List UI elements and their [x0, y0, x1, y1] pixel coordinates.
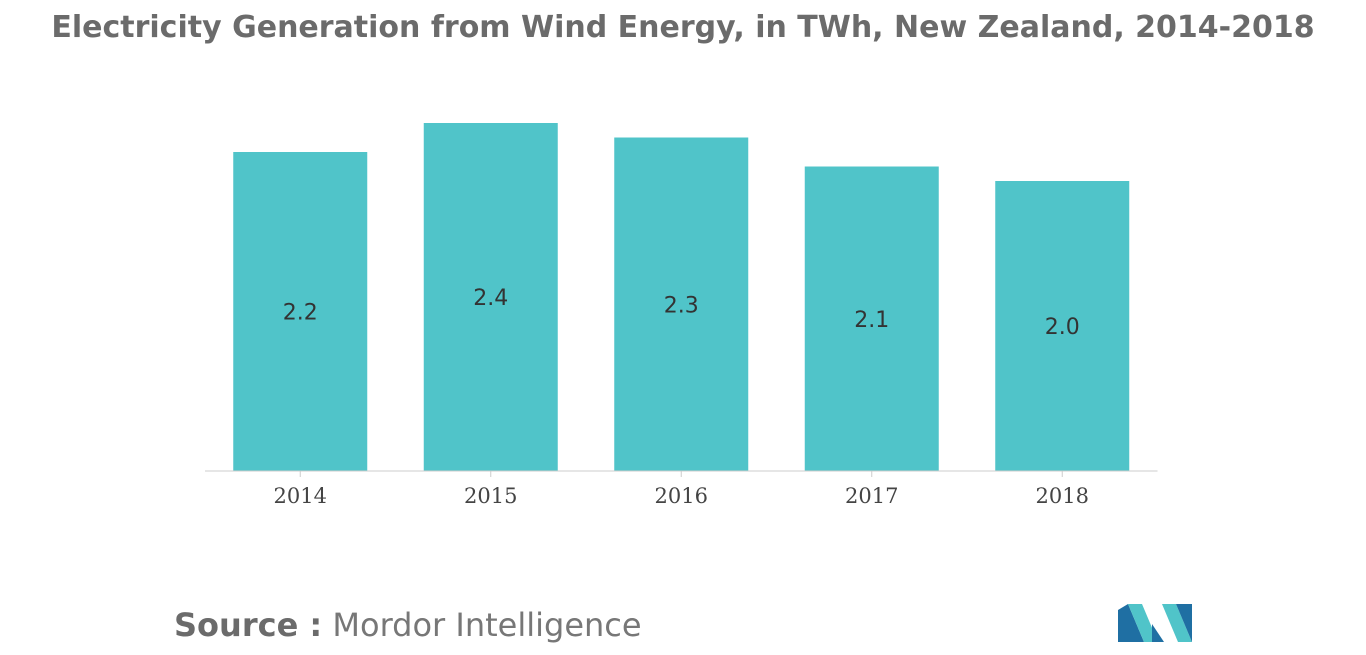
x-tick-labels-layer: 2014 2015 2016 2017 2018	[274, 471, 1089, 508]
value-label-2014: 2.2	[283, 301, 318, 326]
bar-2018	[995, 181, 1130, 471]
bar-2015	[423, 123, 558, 471]
value-label-2018: 2.0	[1045, 315, 1080, 340]
x-tick-label-2016: 2016	[655, 484, 708, 508]
value-labels-layer: 2.2 2.4 2.3 2.1 2.0	[283, 286, 1080, 340]
value-label-2017: 2.1	[854, 308, 889, 333]
chart-title: Electricity Generation from Wind Energy,…	[51, 10, 1315, 45]
x-tick-label-2018: 2018	[1036, 484, 1089, 508]
source-label: Source :	[174, 606, 323, 644]
mordor-intelligence-logo-icon	[1118, 604, 1192, 642]
value-label-2016: 2.3	[664, 293, 699, 318]
value-label-2015: 2.4	[473, 286, 508, 311]
bars-layer	[233, 123, 1130, 471]
bar-2014	[233, 152, 368, 471]
bar-2016	[614, 137, 749, 471]
x-tick-label-2015: 2015	[464, 484, 517, 508]
source-note: Source : Mordor Intelligence	[174, 606, 642, 644]
source-value: Mordor Intelligence	[332, 606, 642, 644]
bar-2017	[804, 166, 939, 471]
x-tick-label-2017: 2017	[845, 484, 898, 508]
x-tick-label-2014: 2014	[274, 484, 327, 508]
